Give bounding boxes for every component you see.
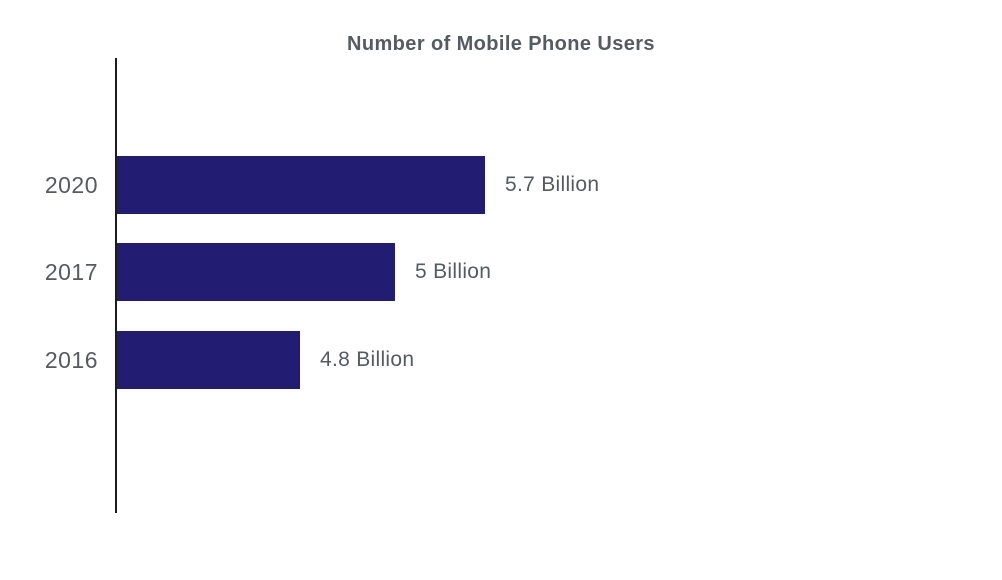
value-label-2017: 5 Billion — [415, 260, 492, 283]
bar-row-2020: 2020 5.7 Billion — [0, 156, 599, 214]
value-label-2016: 4.8 Billion — [320, 348, 415, 371]
bar-2020 — [117, 156, 485, 214]
chart-title: Number of Mobile Phone Users — [347, 33, 655, 55]
category-label-2020: 2020 — [44, 171, 98, 198]
category-label-2017: 2017 — [44, 258, 98, 285]
bar-2017 — [117, 243, 395, 301]
bar-row-2016: 2016 4.8 Billion — [0, 331, 414, 389]
category-label-2016: 2016 — [44, 346, 98, 373]
bar-2016 — [117, 331, 300, 389]
value-label-2020: 5.7 Billion — [505, 173, 600, 196]
bar-row-2017: 2017 5 Billion — [0, 243, 491, 301]
y-axis-line — [115, 58, 117, 513]
